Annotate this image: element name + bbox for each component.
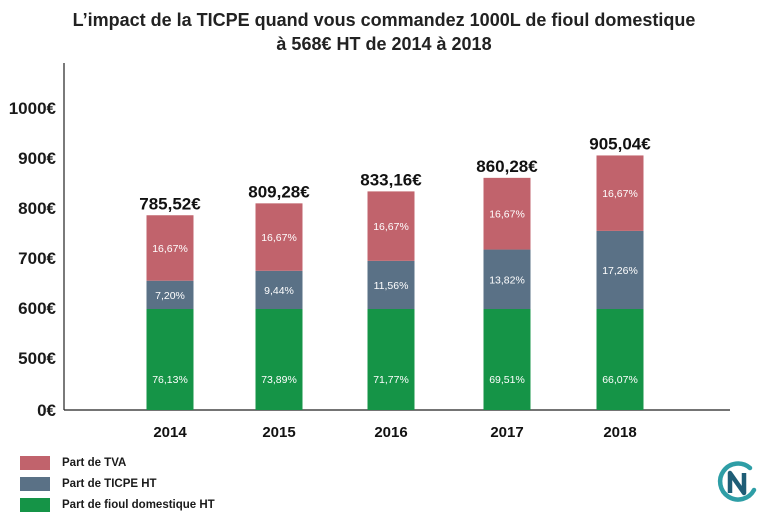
data-label: 7,20% (155, 290, 185, 302)
x-tick-label: 2017 (490, 424, 523, 441)
legend: Part de TVA Part de TICPE HT Part de fio… (20, 452, 215, 515)
y-tick-label: 700€ (18, 249, 56, 268)
total-label: 905,04€ (589, 134, 651, 153)
chart-title: L’impact de la TICPE quand vous commande… (0, 8, 768, 56)
data-label: 9,44% (264, 285, 294, 297)
legend-swatch-fioul (20, 497, 50, 512)
y-tick-label: 900€ (18, 149, 56, 168)
chart-subtitle: à 568€ HT de 2014 à 2018 (276, 34, 492, 54)
bar-segment (596, 309, 644, 410)
legend-label-fioul: Part de fioul domestique HT (62, 498, 215, 511)
bar-segment (146, 280, 194, 309)
bar-segment (483, 309, 531, 410)
data-label: 66,07% (602, 374, 638, 386)
bar-segment (367, 260, 415, 309)
legend-item-tva: Part de TVA (20, 452, 215, 473)
total-label: 785,52€ (139, 194, 201, 213)
y-tick-label: 0€ (37, 401, 56, 420)
data-label: 16,67% (152, 243, 188, 255)
data-label: 16,67% (489, 209, 525, 221)
y-tick-label: 800€ (18, 199, 56, 218)
data-label: 13,82% (489, 274, 525, 286)
bar-segment (483, 177, 531, 250)
legend-item-ticpe: Part de TICPE HT (20, 473, 215, 494)
bar-segment (367, 309, 415, 410)
n-circle-logo-icon (717, 461, 757, 502)
bar-segment (146, 215, 194, 281)
legend-swatch-ticpe (20, 476, 50, 491)
bar-segment (596, 155, 644, 231)
bar-segment (255, 203, 303, 271)
data-label: 73,89% (261, 374, 297, 386)
y-tick-label: 600€ (18, 299, 56, 318)
x-tick-label: 2014 (153, 424, 187, 441)
data-label: 69,51% (489, 374, 525, 386)
bar-segment (367, 191, 415, 261)
total-label: 809,28€ (248, 182, 310, 201)
bar-segment (255, 309, 303, 410)
x-tick-label: 2018 (603, 424, 636, 441)
data-label: 17,26% (602, 265, 638, 277)
y-tick-label: 500€ (18, 349, 56, 368)
legend-label-ticpe: Part de TICPE HT (62, 477, 157, 490)
x-tick-label: 2016 (374, 424, 407, 441)
total-label: 860,28€ (476, 157, 538, 176)
y-tick-label: 1000€ (9, 99, 57, 118)
bar-segment (146, 309, 194, 410)
legend-item-fioul: Part de fioul domestique HT (20, 494, 215, 515)
bar-segment (596, 230, 644, 309)
data-label: 71,77% (373, 374, 409, 386)
x-tick-label: 2015 (262, 424, 295, 441)
stacked-bar-chart: 0€ 500€ 600€ 700€ 800€ 900€ 1000€ 76,13% 7,20% 16… (9, 63, 730, 441)
chart-title-line1: L’impact de la TICPE quand vous commande… (72, 10, 696, 30)
legend-swatch-tva (20, 455, 50, 470)
bar-segment (483, 249, 531, 309)
data-label: 16,67% (602, 188, 638, 200)
bar-segment (255, 270, 303, 309)
data-label: 16,67% (261, 232, 297, 244)
data-label: 76,13% (152, 374, 188, 386)
total-label: 833,16€ (360, 170, 422, 189)
legend-label-tva: Part de TVA (62, 456, 127, 469)
data-label: 11,56% (374, 280, 409, 292)
data-label: 16,67% (373, 221, 409, 233)
